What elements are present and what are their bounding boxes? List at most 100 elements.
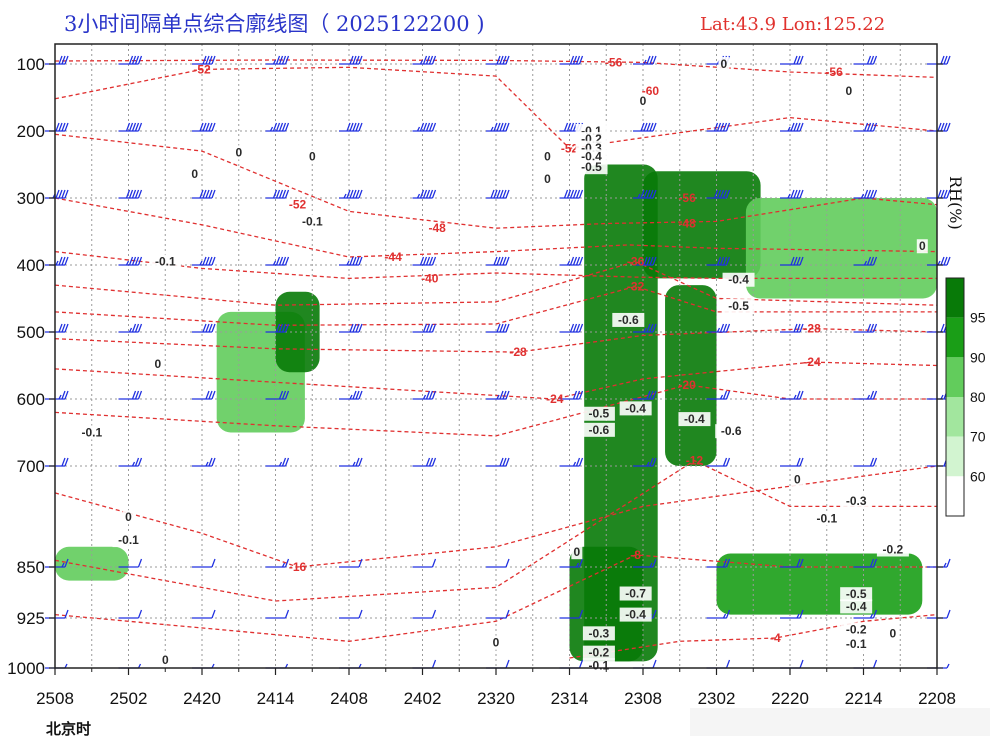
omega-label: 0	[640, 94, 647, 108]
wind-barb	[486, 323, 510, 333]
omega-label: -0.2	[883, 543, 904, 557]
omega-label: -0.4	[846, 599, 867, 613]
omega-label-bg	[582, 626, 615, 641]
omega-label: 0	[544, 172, 551, 186]
wind-barb	[706, 609, 731, 619]
wind-barb	[559, 55, 584, 65]
wind-barb	[265, 323, 290, 333]
isotherm-line	[54, 197, 938, 258]
wind-barb	[412, 323, 437, 333]
temperature-label: -24	[803, 355, 821, 369]
wind-barb	[118, 256, 143, 266]
wind-barb	[486, 390, 510, 400]
isotherm-line	[54, 459, 937, 602]
temperature-label: -56	[678, 191, 696, 205]
wind-barb	[192, 55, 216, 65]
omega-label: -0.1	[589, 658, 610, 672]
omega-label: -0.4	[684, 412, 705, 426]
isotherm-line	[54, 59, 938, 79]
omega-label-bg	[718, 57, 730, 71]
wind-barb	[339, 189, 363, 199]
colorbar-segment	[946, 357, 964, 397]
x-tick-label: 2420	[183, 689, 221, 708]
omega-label-bg	[541, 172, 553, 187]
wind-barb	[192, 122, 216, 132]
omega-label: -0.4	[728, 273, 749, 287]
omega-label-bg	[619, 586, 652, 601]
wind-barb	[265, 457, 290, 467]
omega-label: -0.5	[589, 407, 610, 421]
omega-label-bg	[840, 637, 873, 651]
omega-label: 0	[721, 57, 728, 71]
omega-label-bg	[75, 425, 108, 440]
wind-barb	[192, 558, 216, 568]
omega-label: 0	[544, 150, 551, 164]
omega-label-bg	[571, 545, 583, 560]
rh-region	[716, 553, 923, 615]
omega-label-bg	[582, 645, 615, 660]
wind-barb	[339, 256, 363, 266]
temperature-label: -44	[384, 250, 402, 264]
omega-label-bg	[112, 533, 145, 548]
wind-barb	[559, 323, 584, 333]
wind-barb	[706, 558, 731, 568]
wind-barb	[118, 189, 143, 199]
temperature-label: -4	[770, 631, 781, 645]
wind-barb	[412, 457, 437, 467]
wind-barb	[486, 609, 510, 619]
omega-label: -0.1	[846, 637, 867, 651]
wind-barb	[339, 323, 363, 333]
colorbar-segment	[946, 278, 964, 318]
y-tick-label: 1000	[7, 659, 45, 678]
wind-barb	[559, 189, 584, 199]
temperature-label: -12	[686, 454, 704, 468]
colorbar-title: RH(%)	[946, 176, 965, 230]
wind-barb	[118, 55, 143, 65]
wind-barb	[265, 558, 290, 568]
x-tick-label: 2220	[771, 689, 809, 708]
wind-barb	[780, 609, 804, 619]
rh-region	[665, 285, 717, 466]
x-tick-label: 2214	[845, 689, 883, 708]
wind-barb	[412, 256, 437, 266]
wind-barb	[633, 457, 657, 467]
omega-label-bg	[541, 149, 553, 164]
wind-barb	[780, 558, 804, 568]
wind-barb	[706, 323, 731, 333]
wind-barb	[412, 55, 437, 65]
wind-barb	[853, 55, 878, 65]
omega-label: -0.4	[581, 150, 602, 164]
omega-label-bg	[619, 401, 652, 416]
omega-label-bg	[159, 653, 171, 667]
omega-label: -0.1	[118, 533, 139, 547]
wind-barb	[706, 457, 731, 467]
wind-barb	[265, 256, 290, 266]
wind-barb	[192, 323, 216, 333]
omega-label-bg	[490, 635, 502, 650]
wind-barb	[853, 122, 878, 132]
wind-barb	[192, 457, 216, 467]
wind-barb	[706, 189, 731, 199]
wind-barb	[412, 390, 437, 400]
wind-barb	[633, 55, 657, 65]
wind-barbs	[45, 55, 951, 669]
isotherm-line	[54, 554, 937, 642]
omega-label-bg	[189, 166, 201, 181]
wind-barb	[853, 558, 878, 568]
colorbar-segment	[946, 397, 964, 437]
omega-label-bg	[152, 357, 164, 372]
omega-label-bg	[876, 542, 909, 557]
y-tick-label: 850	[17, 558, 45, 577]
wind-barb	[118, 122, 143, 132]
wind-barb	[706, 390, 731, 400]
omega-label-bg	[582, 406, 615, 421]
omega-label: -0.3	[846, 494, 867, 508]
wind-barb	[559, 390, 584, 400]
wind-barb	[339, 609, 363, 619]
omega-label-bg	[840, 587, 873, 602]
wind-barb	[780, 323, 804, 333]
omega-label: -0.5	[846, 587, 867, 601]
wind-barb	[192, 609, 216, 619]
wind-barb	[780, 390, 804, 400]
watermark	[690, 708, 990, 736]
